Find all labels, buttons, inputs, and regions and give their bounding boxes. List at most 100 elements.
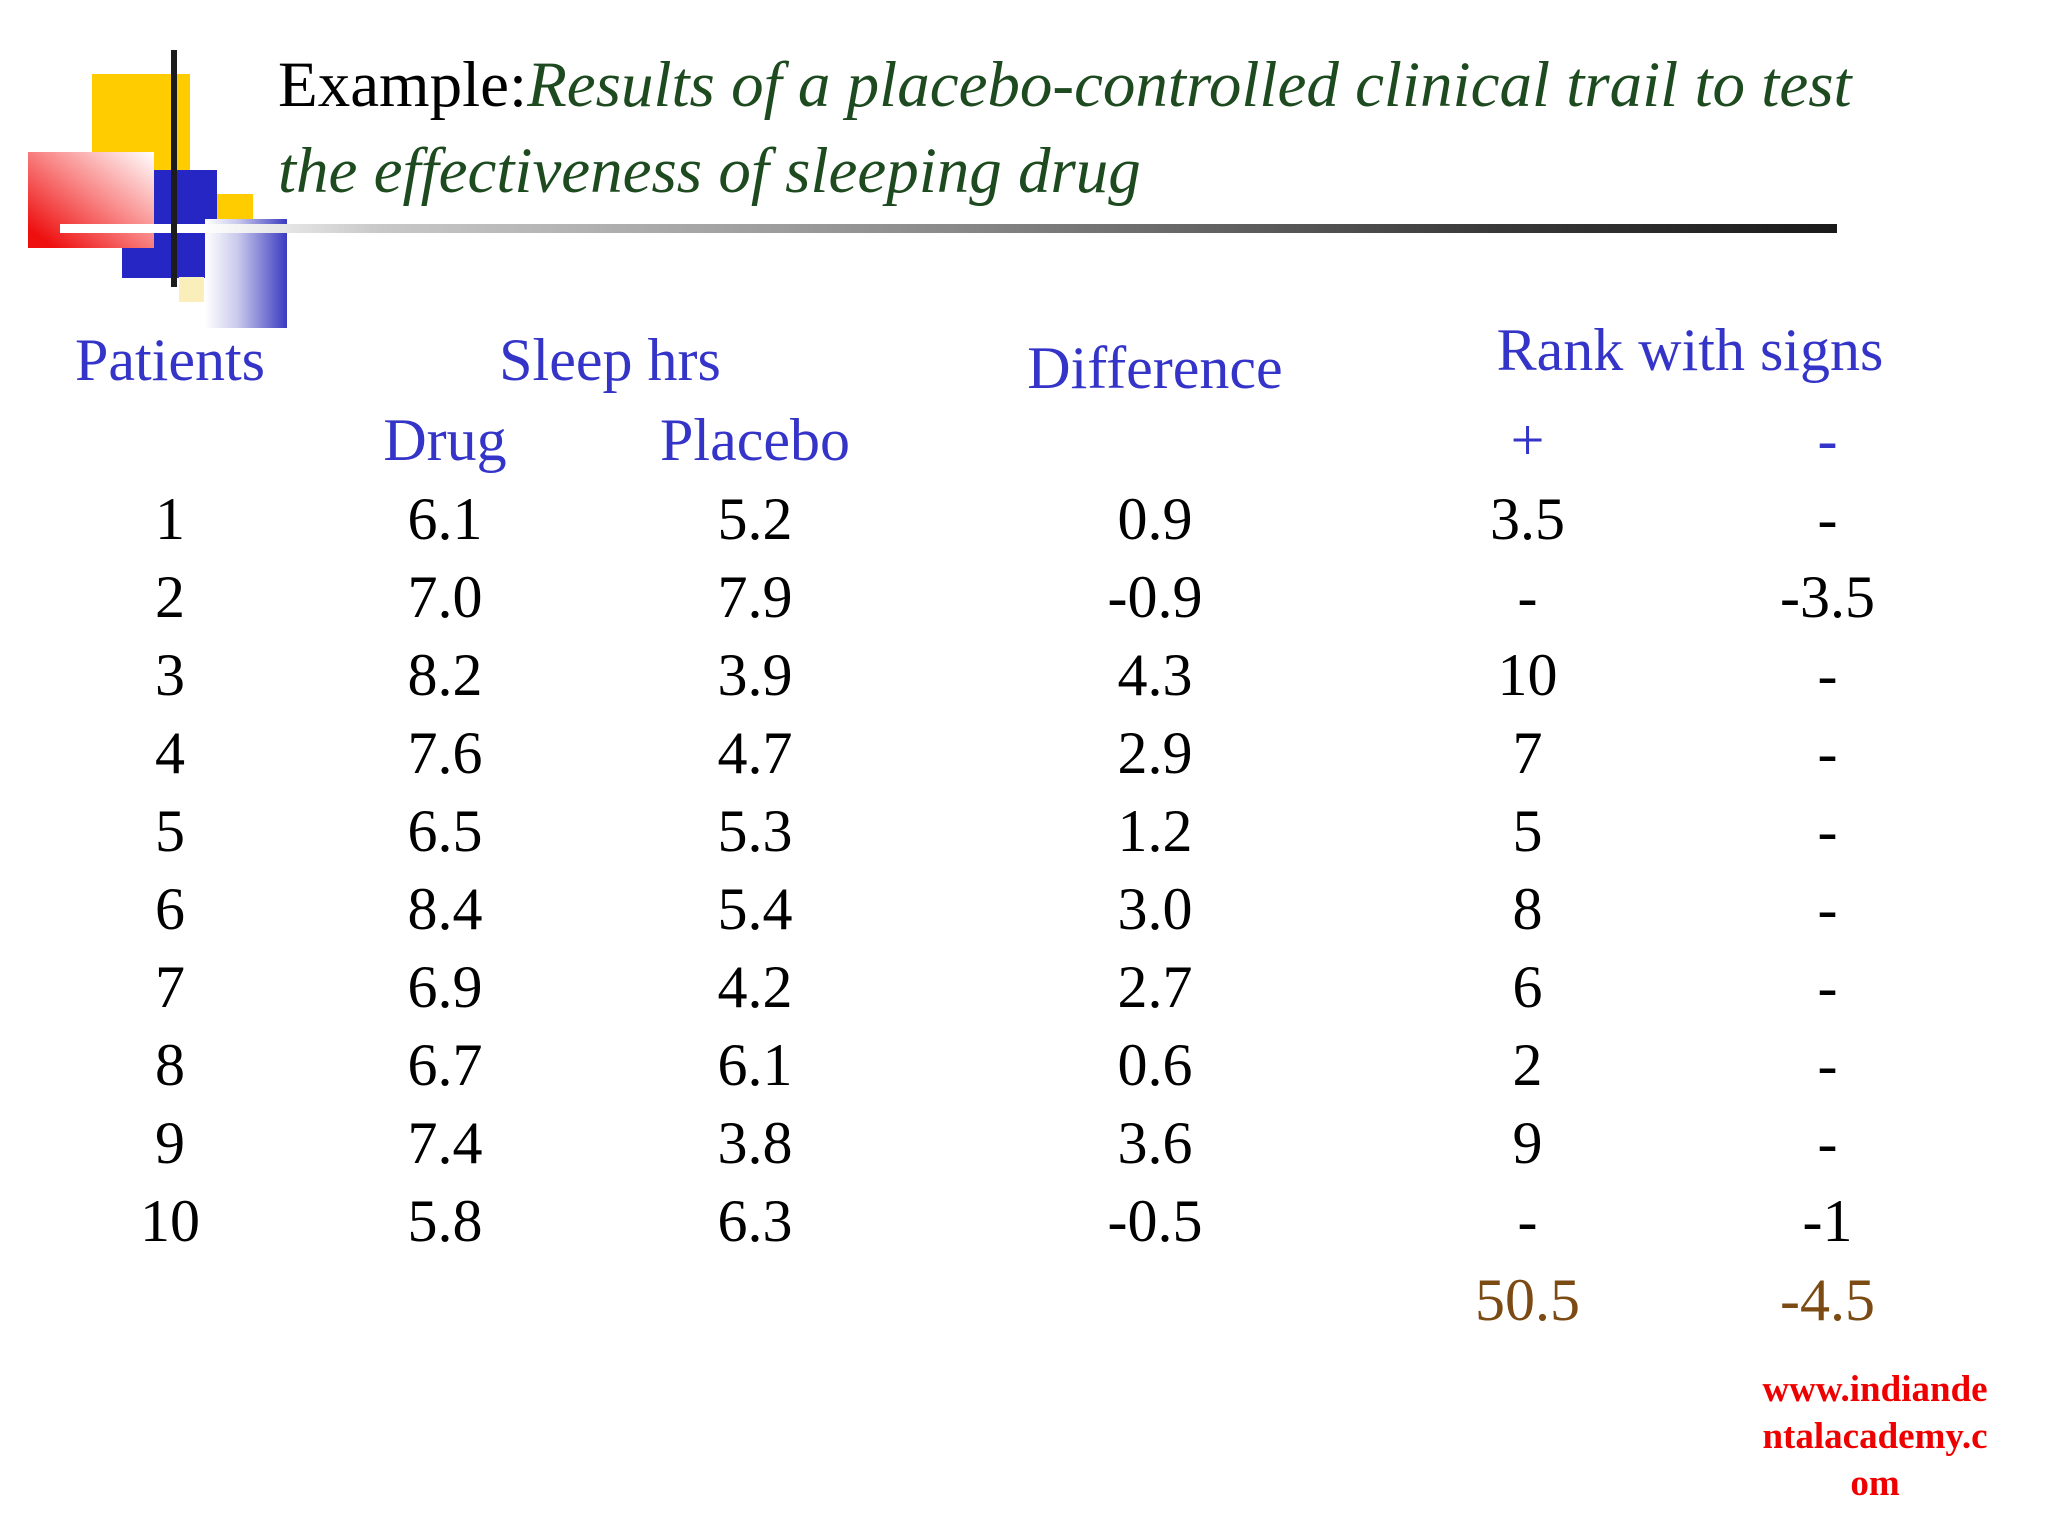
watermark-url-line: ntalacademy.c <box>1762 1416 1988 1457</box>
cell-placebo: 5.4 <box>717 876 793 942</box>
cell-placebo: 3.8 <box>717 1110 793 1176</box>
title-prefix: Example: <box>278 49 528 121</box>
totals-spacer <box>300 1260 590 1340</box>
watermark-url-line: www.indiande <box>1762 1369 1988 1410</box>
title-line1-italic: Results of a placebo-controlled clinical… <box>527 49 1852 121</box>
cell-rank-plus: 10 <box>1497 642 1558 708</box>
table-totals-row: 50.5 -4.5 <box>40 1260 1990 1340</box>
cell-patient: 1 <box>155 486 185 552</box>
cell-difference: 3.0 <box>1117 876 1193 942</box>
cell-rank-plus: 8 <box>1512 876 1543 942</box>
cell-patient: 6 <box>155 876 185 942</box>
cell-drug: 7.0 <box>407 564 483 630</box>
logo-cream-rect <box>179 277 204 302</box>
table-header-row-2: Drug Placebo + - <box>40 400 1990 480</box>
cell-rank-plus: 2 <box>1512 1032 1543 1098</box>
table-header-row-1: Patients Sleep hrs Difference Rank with … <box>40 317 1990 401</box>
cell-rank-plus: 9 <box>1512 1110 1543 1176</box>
title-divider-line <box>60 224 1837 233</box>
table-row: 9 7.4 3.8 3.6 9 - <box>40 1104 1990 1182</box>
cell-rank-plus: 7 <box>1512 720 1543 786</box>
cell-drug: 8.4 <box>407 876 483 942</box>
logo-red-gradient-rect <box>28 152 154 248</box>
logo-blue-gradient-rect <box>205 219 287 328</box>
title-line-1: Example:Results of a placebo-controlled … <box>278 42 2018 128</box>
cell-placebo: 4.7 <box>717 720 793 786</box>
cell-difference: 0.6 <box>1117 1032 1193 1098</box>
cell-patient: 10 <box>140 1188 200 1254</box>
col-header-plus-sign: + <box>1510 407 1545 473</box>
cell-difference: -0.5 <box>1107 1188 1203 1254</box>
cell-difference: 0.9 <box>1117 486 1193 552</box>
cell-difference: 2.9 <box>1117 720 1193 786</box>
cell-drug: 8.2 <box>407 642 483 708</box>
table-row: 7 6.9 4.2 2.7 6 - <box>40 948 1990 1026</box>
title-line2-italic: the effectiveness of sleeping drug <box>278 135 1141 207</box>
cell-rank-plus: - <box>1517 1188 1538 1254</box>
cell-patient: 4 <box>155 720 185 786</box>
cell-rank-minus: -3.5 <box>1780 564 1875 630</box>
cell-rank-minus: - <box>1817 1110 1838 1176</box>
cell-rank-minus: - <box>1817 876 1838 942</box>
col-header-minus-sign: - <box>1817 407 1838 473</box>
cell-drug: 6.7 <box>407 1032 483 1098</box>
watermark-url-line: om <box>1850 1463 1900 1504</box>
cell-patient: 2 <box>155 564 185 630</box>
header-spacer <box>40 400 300 480</box>
cell-placebo: 3.9 <box>717 642 793 708</box>
table-row: 1 6.1 5.2 0.9 3.5 - <box>40 480 1990 558</box>
total-rank-plus: 50.5 <box>1475 1267 1580 1333</box>
title-line-2: the effectiveness of sleeping drug <box>278 128 2018 214</box>
totals-spacer <box>920 1260 1390 1340</box>
cell-rank-minus: - <box>1817 486 1838 552</box>
col-header-drug: Drug <box>383 407 507 473</box>
table-row: 4 7.6 4.7 2.9 7 - <box>40 714 1990 792</box>
cell-placebo: 4.2 <box>717 954 793 1020</box>
col-header-patients: Patients <box>75 327 265 393</box>
cell-rank-minus: - <box>1817 954 1838 1020</box>
table-row: 5 6.5 5.3 1.2 5 - <box>40 792 1990 870</box>
cell-drug: 5.8 <box>407 1188 483 1254</box>
cell-difference: 2.7 <box>1117 954 1193 1020</box>
totals-spacer <box>40 1260 300 1340</box>
cell-rank-minus: - <box>1817 798 1838 864</box>
table-body: 1 6.1 5.2 0.9 3.5 - 2 7.0 7.9 -0.9 - -3.… <box>40 480 1990 1260</box>
cell-rank-plus: 5 <box>1512 798 1543 864</box>
results-table: Patients Sleep hrs Difference Rank with … <box>40 317 1990 1340</box>
cell-drug: 7.4 <box>407 1110 483 1176</box>
watermark-url: www.indiande ntalacademy.c om <box>1710 1366 2040 1507</box>
table-row: 2 7.0 7.9 -0.9 - -3.5 <box>40 558 1990 636</box>
cell-difference: 4.3 <box>1117 642 1193 708</box>
cell-drug: 6.1 <box>407 486 483 552</box>
cell-rank-plus: 3.5 <box>1490 486 1565 552</box>
cell-rank-minus: - <box>1817 1032 1838 1098</box>
table-row: 6 8.4 5.4 3.0 8 - <box>40 870 1990 948</box>
cell-placebo: 5.3 <box>717 798 793 864</box>
cell-drug: 7.6 <box>407 720 483 786</box>
cell-difference: 3.6 <box>1117 1110 1193 1176</box>
col-header-rank-with-signs: Rank with signs <box>1496 317 1884 383</box>
col-header-difference: Difference <box>1027 335 1283 401</box>
cell-patient: 8 <box>155 1032 185 1098</box>
total-rank-minus: -4.5 <box>1780 1267 1875 1333</box>
cell-patient: 3 <box>155 642 185 708</box>
table-row: 8 6.7 6.1 0.6 2 - <box>40 1026 1990 1104</box>
col-header-sleep-hrs: Sleep hrs <box>499 327 721 393</box>
cell-drug: 6.5 <box>407 798 483 864</box>
cell-difference: 1.2 <box>1117 798 1193 864</box>
cell-rank-minus: - <box>1817 720 1838 786</box>
cell-rank-plus: 6 <box>1512 954 1543 1020</box>
cell-rank-minus: - <box>1817 642 1838 708</box>
cell-patient: 9 <box>155 1110 185 1176</box>
cell-rank-plus: - <box>1517 564 1538 630</box>
header-spacer <box>920 400 1390 480</box>
cell-placebo: 6.3 <box>717 1188 793 1254</box>
cell-placebo: 6.1 <box>717 1032 793 1098</box>
cell-placebo: 5.2 <box>717 486 793 552</box>
cell-patient: 7 <box>155 954 185 1020</box>
cell-difference: -0.9 <box>1107 564 1203 630</box>
cell-placebo: 7.9 <box>717 564 793 630</box>
cell-drug: 6.9 <box>407 954 483 1020</box>
cell-patient: 5 <box>155 798 185 864</box>
